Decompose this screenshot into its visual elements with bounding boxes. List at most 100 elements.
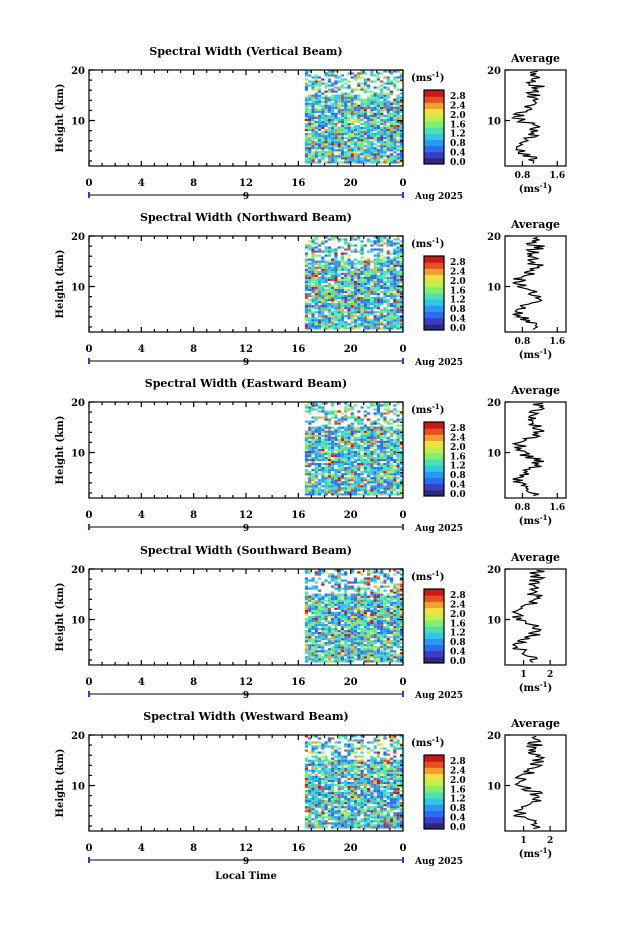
heatmap-cell	[363, 319, 367, 322]
heatmap-cell	[344, 100, 348, 103]
heatmap-cell	[337, 86, 341, 89]
heatmap-cell	[357, 430, 361, 433]
heatmap-cell	[370, 102, 374, 105]
heatmap-cell	[360, 311, 364, 314]
heatmap-cell	[396, 301, 400, 304]
heatmap-cell	[367, 319, 371, 322]
heatmap-cell	[317, 481, 322, 484]
heatmap-cell	[396, 424, 400, 427]
heatmap-cell	[314, 278, 318, 281]
heatmap-cell	[353, 153, 358, 156]
heatmap-cell	[334, 135, 338, 138]
heatmap-cell	[363, 274, 367, 277]
heatmap-cell	[311, 252, 315, 255]
heatmap-cell	[383, 462, 387, 466]
heatmap-cell	[350, 569, 354, 572]
heatmap-cell	[344, 652, 348, 655]
heatmap-cell	[386, 636, 390, 639]
heatmap-cell	[389, 284, 394, 288]
heatmap-cell	[353, 250, 358, 253]
heatmap-cell	[331, 72, 335, 75]
heatmap-cell	[393, 118, 397, 122]
heatmap-cell	[327, 607, 331, 610]
heatmap-cell	[308, 294, 312, 298]
heatmap-cell	[380, 593, 384, 596]
heatmap-cell	[337, 458, 341, 462]
heatmap-cell	[304, 440, 309, 443]
heatmap-cell	[340, 94, 345, 97]
heatmap-cell	[389, 288, 394, 292]
heatmap-cell	[373, 479, 377, 482]
heatmap-cell	[350, 236, 354, 239]
heatmap-cell	[367, 625, 371, 629]
heatmap-cell	[334, 416, 338, 419]
heatmap-cell	[380, 137, 384, 140]
heatmap-cell	[396, 323, 400, 326]
panel-title: Spectral Width (Northward Beam)	[140, 211, 352, 224]
heatmap-cell	[376, 296, 381, 300]
heatmap-cell	[367, 442, 371, 445]
heatmap-cell	[311, 619, 315, 623]
heatmap-cell	[308, 325, 312, 328]
heatmap-cell	[363, 100, 367, 103]
heatmap-cell	[314, 648, 318, 651]
heatmap-cell	[311, 408, 315, 411]
heatmap-cell	[386, 575, 390, 578]
heatmap-cell	[334, 309, 338, 312]
heatmap-cell	[357, 276, 361, 279]
heatmap-cell	[396, 236, 400, 239]
heatmap-cell	[353, 458, 358, 462]
heatmap-cell	[321, 276, 325, 279]
heatmap-cell	[321, 767, 325, 770]
heatmap-cell	[396, 631, 400, 635]
heatmap-cell	[334, 481, 338, 484]
heatmap-cell	[396, 88, 400, 91]
heatmap-cell	[376, 78, 381, 81]
heatmap-cell	[393, 605, 397, 608]
heatmap-cell	[370, 420, 374, 423]
heatmap-cell	[380, 434, 384, 437]
heatmap-cell	[376, 130, 381, 134]
heatmap-cell	[334, 619, 338, 623]
heatmap-cell	[321, 307, 325, 310]
heatmap-cell	[370, 118, 374, 122]
heatmap-cell	[304, 824, 309, 827]
heatmap-cell	[389, 143, 394, 146]
heatmap-cell	[344, 321, 348, 324]
heatmap-cell	[380, 72, 384, 75]
heatmap-cell	[347, 137, 351, 140]
heatmap-cell	[350, 321, 354, 324]
heatmap-cell	[389, 646, 394, 649]
heatmap-cell	[363, 654, 367, 657]
heatmap-cell	[344, 634, 348, 637]
heatmap-cell	[311, 625, 315, 629]
heatmap-cell	[389, 450, 394, 454]
heatmap-cell	[363, 424, 367, 427]
heatmap-cell	[353, 78, 358, 81]
heatmap-cell	[344, 638, 348, 641]
heatmap-cell	[373, 254, 377, 257]
heatmap-cell	[327, 315, 331, 318]
heatmap-cell	[353, 613, 358, 616]
heatmap-cell	[331, 90, 335, 93]
heatmap-cell	[321, 822, 325, 825]
heatmap-cell	[393, 141, 397, 144]
heatmap-cell	[331, 305, 335, 308]
colorbar-segment	[424, 650, 444, 658]
heatmap-cell	[327, 270, 331, 273]
heatmap-cell	[337, 654, 341, 657]
heatmap-cell	[367, 456, 371, 460]
heatmap-cell	[314, 777, 318, 780]
avg-unit: (ms-1)	[519, 347, 552, 361]
heatmap-cell	[353, 323, 358, 326]
heatmap-cell	[311, 634, 315, 637]
heatmap-cell	[376, 491, 381, 494]
heatmap-cell	[304, 749, 309, 752]
heatmap-cell	[380, 609, 384, 612]
heatmap-cell	[396, 317, 400, 320]
heatmap-cell	[367, 106, 371, 109]
heatmap-cell	[327, 471, 331, 474]
heatmap-cell	[314, 454, 318, 458]
heatmap-cell	[376, 114, 381, 117]
heatmap-cell	[324, 82, 328, 85]
